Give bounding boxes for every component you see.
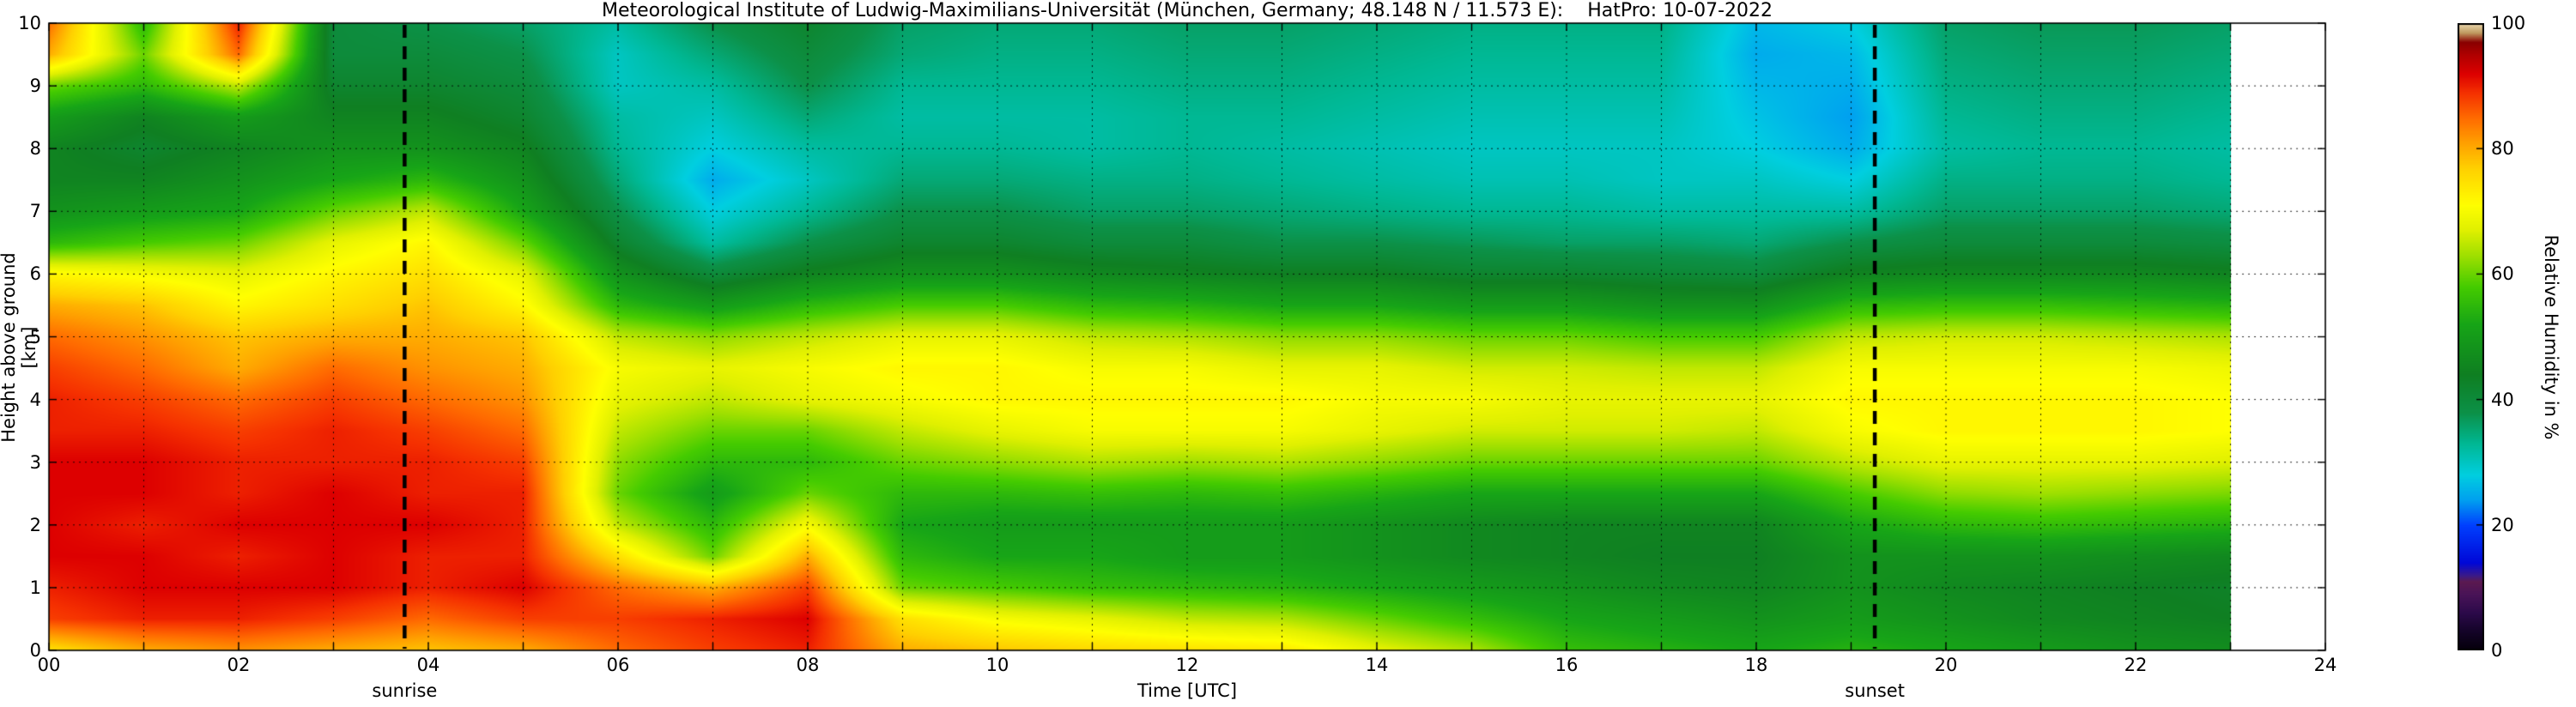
x-tick-label: 08 [796, 655, 820, 675]
y-tick-label: 10 [18, 13, 41, 33]
colorbar-tick-label: 40 [2491, 389, 2514, 410]
colorbar-tick-label: 80 [2491, 138, 2514, 160]
colorbar-tick-label: 60 [2491, 263, 2514, 285]
x-tick-label: 22 [2124, 655, 2148, 675]
colorbar-tick-label: 100 [2491, 13, 2526, 33]
y-tick-label: 8 [29, 138, 41, 160]
x-tick-label: 06 [606, 655, 630, 675]
y-tick-label: 3 [29, 451, 41, 473]
x-tick-label: 20 [1934, 655, 1958, 675]
y-tick-label: 2 [29, 514, 41, 535]
y-tick-label: 5 [29, 326, 41, 347]
y-tick-label: 4 [29, 389, 41, 410]
x-tick-label: 10 [985, 655, 1009, 675]
y-tick-label: 1 [29, 577, 41, 598]
x-tick-label: 12 [1175, 655, 1199, 675]
y-tick-label: 6 [29, 263, 41, 285]
y-tick-label: 7 [29, 201, 41, 222]
x-tick-label: 14 [1365, 655, 1389, 675]
x-tick-label: 00 [37, 655, 61, 675]
y-tick-label: 0 [29, 640, 41, 661]
y-tick-label: 9 [29, 76, 41, 97]
x-tick-label: 24 [2313, 655, 2337, 675]
colorbar-label: Relative Humidity in % [2541, 234, 2561, 440]
colorbar-tick-label: 20 [2491, 514, 2514, 535]
sunset-annotation: sunset [1845, 680, 1905, 701]
colorbar-tick-label: 0 [2491, 640, 2503, 661]
x-tick-label: 04 [416, 655, 440, 675]
sunrise-annotation: sunrise [372, 680, 438, 701]
x-axis-label: Time [UTC] [1136, 680, 1238, 701]
x-tick-label: 18 [1744, 655, 1768, 675]
x-tick-label: 16 [1555, 655, 1579, 675]
x-tick-label: 02 [227, 655, 251, 675]
colorbar-canvas [2458, 23, 2484, 650]
